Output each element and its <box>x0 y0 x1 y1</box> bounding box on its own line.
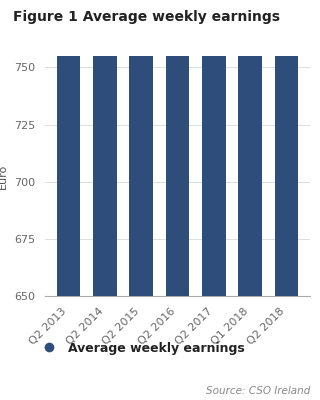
Legend: Average weekly earnings: Average weekly earnings <box>32 337 250 360</box>
Y-axis label: Euro: Euro <box>0 163 8 189</box>
Bar <box>57 0 80 296</box>
Bar <box>275 0 298 296</box>
Bar <box>130 0 153 296</box>
Text: Figure 1 Average weekly earnings: Figure 1 Average weekly earnings <box>13 10 280 24</box>
Text: Source: CSO Ireland: Source: CSO Ireland <box>206 386 310 396</box>
Bar <box>93 0 117 296</box>
Bar <box>166 0 189 296</box>
Bar <box>202 0 226 296</box>
Bar <box>238 0 262 296</box>
